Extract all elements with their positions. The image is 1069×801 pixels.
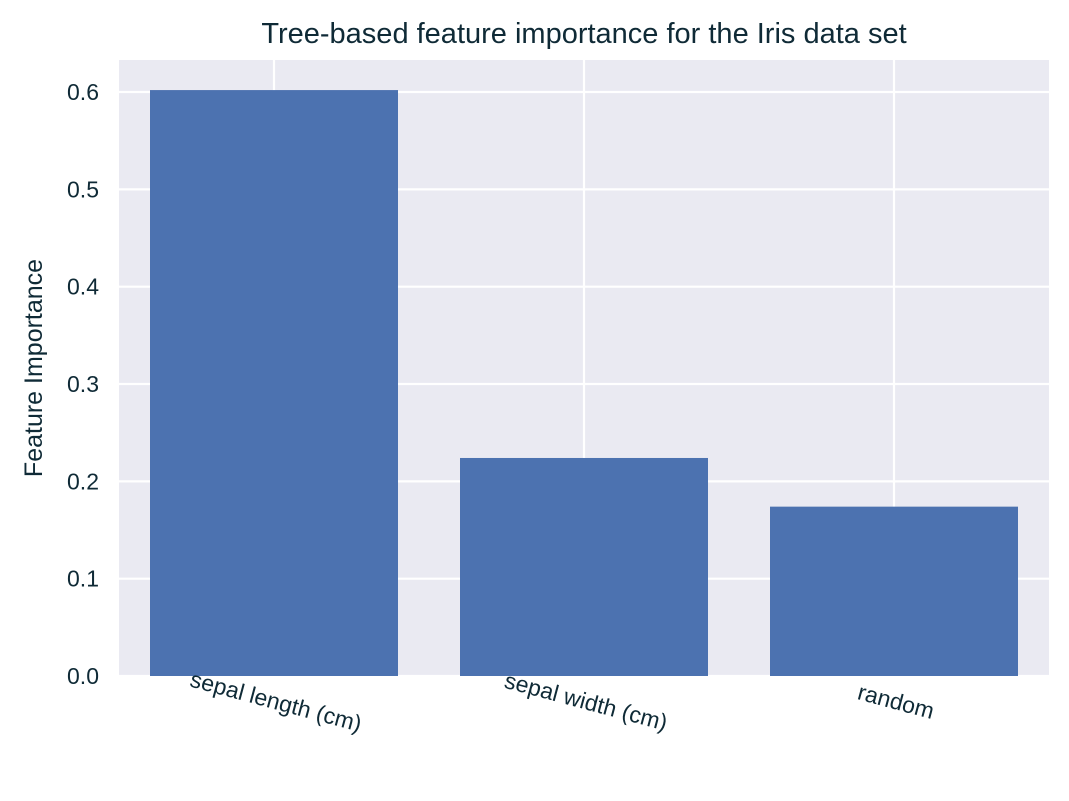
y-ticks: 0.0 0.1 0.2 0.3 0.4 0.5 0.6	[67, 79, 99, 689]
y-tick-label: 0.6	[67, 79, 99, 105]
bar	[460, 457, 708, 676]
bars	[150, 90, 1018, 676]
x-tick-label: random	[855, 679, 937, 724]
bar	[770, 506, 1018, 676]
y-tick-label: 0.2	[67, 468, 99, 494]
y-tick-label: 0.5	[67, 176, 99, 202]
x-tick-label: sepal width (cm)	[502, 667, 670, 735]
y-tick-label: 0.4	[67, 274, 99, 300]
y-tick-label: 0.3	[67, 371, 99, 397]
y-axis-label: Feature Importance	[20, 259, 48, 477]
bar	[150, 90, 398, 676]
y-tick-label: 0.0	[67, 663, 99, 689]
y-tick-label: 0.1	[67, 566, 99, 592]
chart-title: Tree-based feature importance for the Ir…	[261, 18, 906, 50]
